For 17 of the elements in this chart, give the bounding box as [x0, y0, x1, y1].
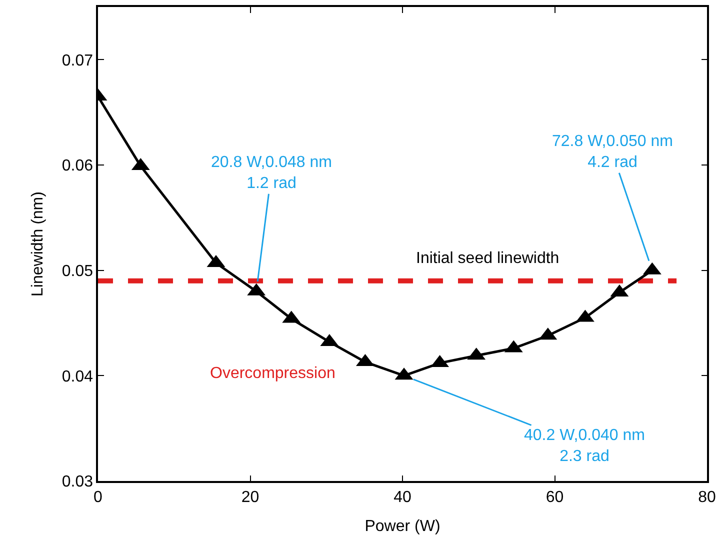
y-tick-label: 0.03: [62, 474, 94, 491]
x-tick-label: 40: [394, 488, 412, 506]
annotation: 40.2 W,0.040 nm 2.3 rad: [524, 427, 645, 465]
annotation: 72.8 W,0.050 nm 4.2 rad: [552, 133, 673, 171]
x-axis-title: Power (W): [364, 518, 440, 536]
x-tick-label: 80: [698, 488, 716, 506]
ref-line-label: Initial seed linewidth: [416, 250, 560, 267]
annotation: Overcompression: [210, 365, 336, 382]
y-tick-label: 0.07: [62, 52, 94, 70]
y-tick-label: 0.04: [62, 368, 94, 386]
x-tick-label: 0: [94, 488, 103, 506]
y-tick-label: 0.06: [62, 158, 94, 175]
annotation: 20.8 W,0.048 nm 1.2 rad: [211, 154, 332, 192]
y-axis-title: Linewidth (nm): [29, 192, 46, 296]
x-tick-label: 60: [546, 488, 564, 506]
x-tick-label: 20: [241, 488, 260, 506]
y-tick-label: 0.05: [62, 262, 94, 280]
